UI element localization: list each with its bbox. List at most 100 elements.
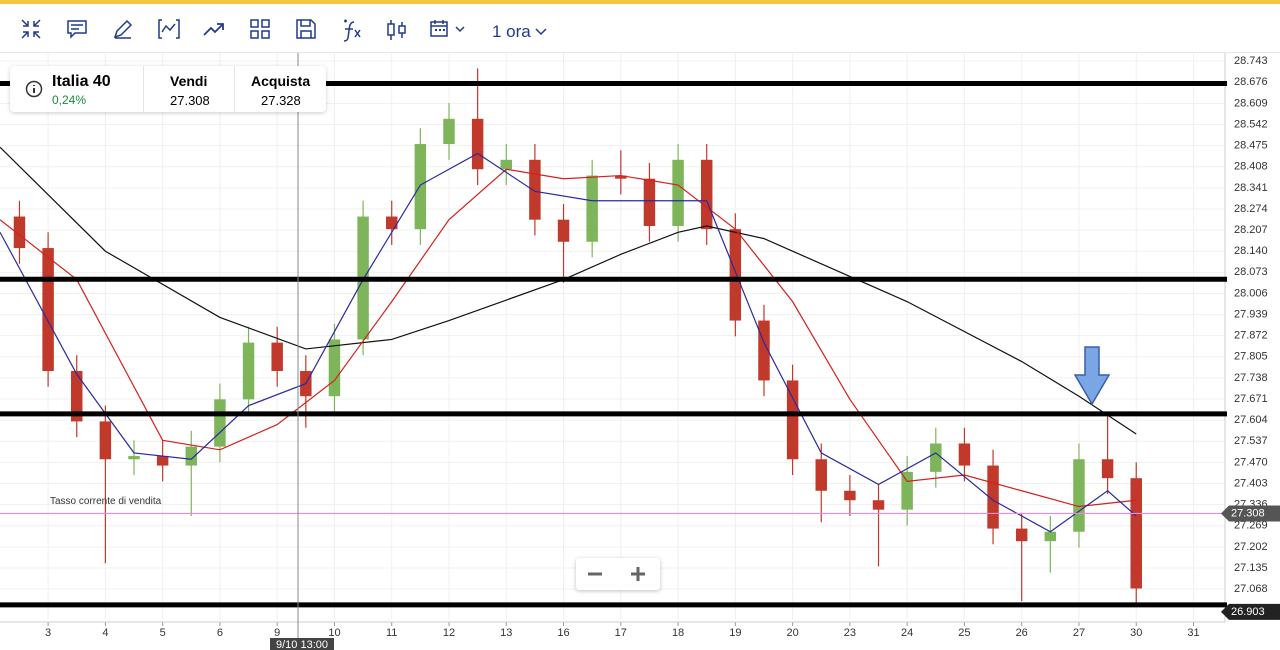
zoom-in[interactable] (629, 566, 647, 582)
y-tick-label: 27.068 (1234, 583, 1268, 595)
chart: 28.743 28.676 28.609 28.542 28.475 28.408 28.3… (0, 53, 1280, 650)
collapse-icon[interactable] (20, 18, 42, 40)
y-tick-label: 28.006 (1234, 287, 1268, 299)
arrow-annotation (1073, 346, 1111, 406)
y-tick-label: 27.403 (1234, 477, 1268, 489)
y-tick-label: 28.743 (1234, 55, 1268, 67)
x-tick-label: 19 (729, 627, 741, 639)
y-tick-label: 27.470 (1234, 456, 1268, 468)
moving-average (0, 146, 1137, 435)
interval-select[interactable]: 1 ora (492, 22, 548, 42)
candle-body (643, 178, 656, 226)
x-tick-label: 27 (1073, 627, 1085, 639)
zoom-out[interactable] (586, 566, 604, 582)
candle-body (557, 219, 570, 242)
candle-body (328, 339, 341, 397)
draw-icon[interactable] (112, 18, 134, 40)
price-tag-label: 26.903 (1231, 606, 1265, 618)
candle-body (844, 490, 856, 501)
y-tick-label: 27.269 (1234, 520, 1268, 532)
calendar-icon[interactable] (430, 18, 466, 40)
candle-body (500, 159, 512, 170)
y-tick-label: 27.604 (1234, 414, 1268, 426)
candle-body (42, 248, 54, 371)
candle-body (1130, 478, 1142, 589)
buy-label: Acquista (251, 73, 311, 89)
candle-icon[interactable] (386, 18, 408, 42)
candle-body (1101, 459, 1114, 479)
x-tick-label: 18 (672, 627, 684, 639)
x-tick-label: 5 (160, 627, 166, 639)
candle-body (615, 175, 627, 179)
candle-body (729, 229, 742, 321)
chevron (535, 28, 548, 36)
candle-body (672, 159, 684, 226)
toolbar: 1 ora (0, 4, 1280, 53)
instrument-box: Italia 40 0,24% Vendi 27.308 Acquista 27… (10, 66, 326, 112)
candle-body (700, 159, 713, 230)
function-icon[interactable] (340, 18, 362, 42)
candle-body (930, 443, 942, 472)
price-tag-label: 27.308 (1231, 507, 1265, 519)
candle-body (471, 118, 484, 170)
x-tick-label: 26 (1016, 627, 1028, 639)
x-tick-label: 24 (901, 627, 913, 639)
y-tick-label: 28.073 (1234, 266, 1268, 278)
interval-label: 1 ora (492, 22, 531, 41)
trend-icon[interactable] (203, 18, 225, 40)
candle-body (901, 471, 913, 510)
y-tick-label: 28.609 (1234, 97, 1268, 109)
x-tick-label: 30 (1130, 627, 1142, 639)
y-tick-label: 27.202 (1234, 541, 1268, 553)
x-tick-label: 17 (615, 627, 627, 639)
y-tick-label: 28.676 (1234, 76, 1268, 88)
x-tick-label: 31 (1187, 627, 1199, 639)
x-tick-label: 6 (217, 627, 223, 639)
price-tag (1221, 603, 1280, 620)
candle-body (529, 159, 541, 220)
y-tick-label: 27.872 (1234, 330, 1268, 342)
x-tick-label: 10 (328, 627, 340, 639)
candle-body (156, 456, 169, 466)
candle-body (99, 421, 112, 460)
x-tick-label: 13 (500, 627, 512, 639)
moving-average (0, 152, 1137, 533)
x-tick-label: 9 (274, 627, 280, 639)
y-tick-label: 27.805 (1234, 351, 1268, 363)
y-tick-label: 28.207 (1234, 224, 1268, 236)
candle-body (815, 459, 827, 491)
sell-price[interactable]: 27.308 (170, 93, 210, 108)
notes-icon[interactable] (66, 18, 88, 40)
candle-body (758, 320, 770, 381)
y-tick-label: 27.537 (1234, 435, 1268, 447)
indicator-icon[interactable] (158, 18, 180, 40)
candle-body (872, 500, 885, 510)
candle-body (242, 342, 255, 400)
x-tick-label: 4 (102, 627, 108, 639)
top-stripe (0, 0, 1280, 4)
y-tick-label: 28.542 (1234, 118, 1268, 130)
y-tick-label: 28.341 (1234, 182, 1268, 194)
annotation: Tasso corrente di vendita (50, 496, 162, 507)
info-icon[interactable] (25, 80, 43, 98)
buy-price[interactable]: 27.328 (261, 93, 301, 108)
candle-body (786, 380, 799, 460)
y-tick-label: 27.671 (1234, 393, 1268, 405)
x-tick-label: 3 (45, 627, 51, 639)
price-tag (1221, 505, 1280, 522)
x-tick-label: 25 (958, 627, 970, 639)
x-tick-label: 16 (557, 627, 569, 639)
candle-body (414, 144, 427, 230)
y-tick-label: 28.408 (1234, 161, 1268, 173)
moving-average (0, 168, 1137, 508)
candle-body (1073, 459, 1085, 532)
crosshair-label: 9/10 13:00 (276, 639, 328, 650)
layout-icon[interactable] (249, 18, 271, 40)
candle-body (271, 342, 283, 371)
candle-body (1044, 531, 1057, 542)
x-tick-label: 12 (443, 627, 455, 639)
candle-body (185, 446, 198, 466)
save-icon[interactable] (295, 18, 317, 40)
y-tick-label: 27.135 (1234, 562, 1268, 574)
